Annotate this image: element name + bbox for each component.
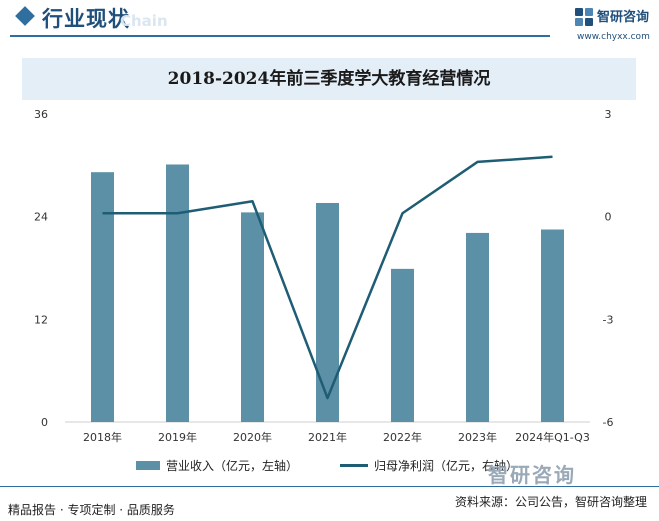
brand-url: www.chyxx.com [577,32,650,42]
y-left-tick-label: 0 [41,416,48,429]
chart: 0 12 24 36 -6 -3 0 3 2018年 2019年 2020年 2021年 2022年 20… [34,108,614,444]
x-tick-label: 2020年 [233,430,272,444]
legend-bar-swatch [136,461,160,470]
diamond-icon [15,6,35,26]
bar-revenue [391,268,414,422]
bar-revenue [541,229,564,422]
x-tick-label: 2018年 [83,430,122,444]
legend-label-profit: 归母净利润（亿元，右轴） [374,459,519,473]
bar-revenue [466,232,489,422]
y-right-tick-label: 3 [605,108,612,121]
line-profit [102,155,553,400]
bar-revenue [316,202,339,422]
x-tick-label: 2021年 [308,430,347,444]
chart-title: 2018-2024年前三季度学大教育经营情况 [167,69,491,89]
chart-title-band: 2018-2024年前三季度学大教育经营情况 [22,58,636,100]
bar-revenue [91,172,114,422]
brand-name: 智研咨询 [597,10,650,25]
x-tick-label: 2023年 [458,430,497,444]
footer-source: 资料来源：公司公告，智研咨询整理 [454,495,647,509]
footer-slogan: 精品报告 · 专项定制 · 品质服务 [8,503,175,517]
y-right-tick-label: -3 [603,313,614,326]
y-left-tick-label: 24 [34,211,48,224]
header: 行业现状 Chain 智研咨询 www.chyxx.com [0,0,659,42]
y-left-tick-label: 12 [34,313,48,326]
x-tick-label: 2024年Q1-Q3 [515,430,590,444]
bar-revenue [241,212,264,422]
section-title: 行业现状 [42,7,130,31]
footer-divider [0,486,659,487]
legend-label-revenue: 营业收入（亿元，左轴） [166,459,299,473]
brand-logo-icon [575,8,593,26]
y-right-tick-label: 0 [605,211,612,224]
ghost-text: Chain [120,12,168,30]
bar-revenue [166,164,189,422]
x-tick-label: 2019年 [158,430,197,444]
header-divider [10,35,550,37]
x-tick-label: 2022年 [383,430,422,444]
y-left-tick-label: 36 [34,108,48,121]
legend: 营业收入（亿元，左轴） 归母净利润（亿元，右轴） [0,457,659,475]
y-right-tick-label: -6 [603,416,614,429]
legend-line-swatch [340,464,368,467]
footer-brand-watermark: 智研咨询 [488,463,576,487]
